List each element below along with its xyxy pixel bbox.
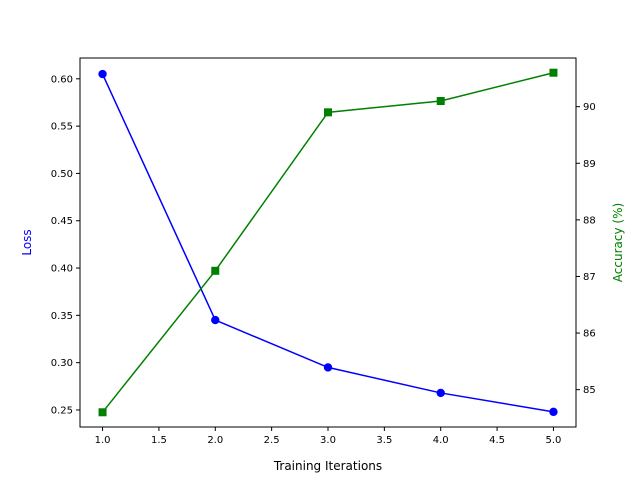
x-tick-label: 2.5	[264, 435, 280, 446]
accuracy-point	[436, 97, 445, 106]
x-tick-label: 5.0	[546, 435, 562, 446]
left-y-tick-label: 0.40	[51, 264, 73, 275]
loss-point	[98, 69, 107, 79]
left-y-tick-label: 0.50	[51, 169, 73, 180]
loss-point	[549, 407, 558, 417]
loss-point	[436, 388, 445, 398]
accuracy-point	[211, 266, 220, 275]
x-tick-label: 1.0	[95, 435, 111, 446]
x-tick-label: 4.5	[489, 435, 505, 446]
right-y-tick-label: 89	[583, 159, 596, 170]
left-y-tick-label: 0.45	[51, 216, 73, 227]
accuracy-point	[549, 68, 558, 77]
x-tick-label: 2.0	[207, 435, 223, 446]
right-y-tick-label: 90	[583, 102, 596, 113]
loss-point	[211, 315, 220, 325]
x-tick-label: 3.0	[320, 435, 336, 446]
left-y-tick-label: 0.60	[51, 74, 73, 85]
right-y-axis-title: Accuracy (%)	[611, 203, 625, 282]
x-tick-label: 3.5	[376, 435, 392, 446]
accuracy-series-line	[101, 71, 554, 413]
right-y-tick-label: 86	[583, 329, 596, 340]
left-y-axis-title: Loss	[20, 229, 34, 255]
loss-series-line	[101, 73, 554, 413]
x-tick-label: 1.5	[151, 435, 167, 446]
left-y-tick-label: 0.25	[51, 405, 73, 416]
left-y-tick-label: 0.55	[51, 122, 73, 133]
x-axis-ticks: 1.0 1.5 2.0 2.5 3.0 3.5 4.0 4.5 5.0	[95, 427, 562, 446]
x-axis-title: Training Iterations	[273, 459, 382, 473]
loss-point	[323, 363, 333, 372]
accuracy-point	[324, 108, 332, 117]
series-layer	[98, 68, 558, 417]
left-y-tick-label: 0.30	[51, 358, 73, 369]
right-y-axis-ticks: 85 86 87 88 89 90	[576, 102, 596, 396]
right-y-tick-label: 85	[583, 385, 596, 396]
left-y-tick-label: 0.35	[51, 311, 73, 322]
left-y-axis-ticks: 0.25 0.30 0.35 0.40 0.45 0.50 0.55 0.60	[51, 74, 80, 416]
accuracy-point	[98, 408, 107, 417]
x-tick-label: 4.0	[433, 435, 449, 446]
right-y-tick-label: 87	[583, 272, 596, 283]
right-y-tick-label: 88	[583, 215, 596, 226]
